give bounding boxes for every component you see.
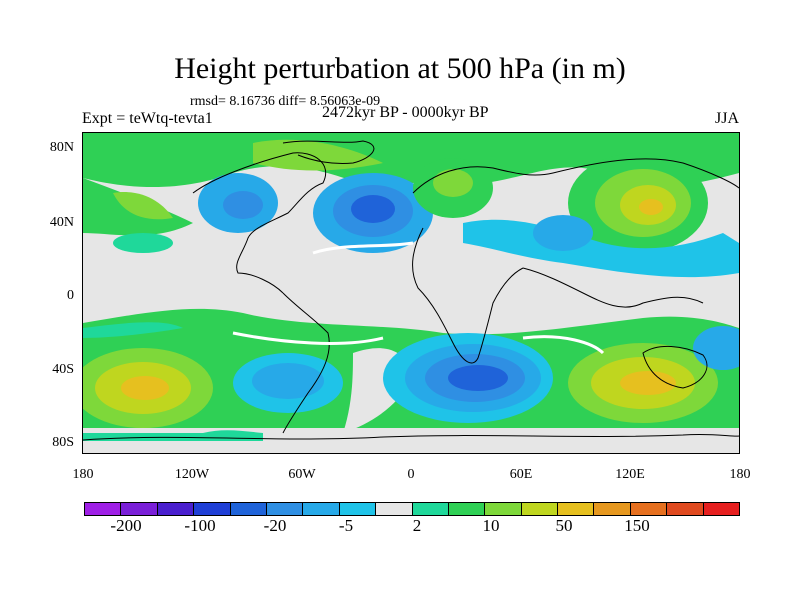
colorbar-swatch xyxy=(230,503,267,515)
colorbar-swatch xyxy=(376,503,413,515)
colorbar-swatch xyxy=(630,503,668,515)
contour-fills xyxy=(83,133,739,453)
colorbar-swatch xyxy=(667,503,704,515)
colorbar-label: -5 xyxy=(338,516,354,535)
colorbar xyxy=(84,502,740,516)
experiment-label: Expt = teWtq-tevta1 xyxy=(82,110,213,127)
colorbar-swatch xyxy=(448,503,486,515)
map-title: Height perturbation at 500 hPa (in m) xyxy=(174,52,626,85)
colorbar-swatch xyxy=(266,503,304,515)
coastlines xyxy=(83,140,739,441)
lat-label-40s: 40S xyxy=(52,362,74,377)
lon-label-180w: 180 xyxy=(72,467,94,482)
colorbar-label: -100 xyxy=(184,516,216,535)
colorbar-swatch xyxy=(194,503,231,515)
colorbar-swatch xyxy=(303,503,340,515)
colorbar-swatch xyxy=(121,503,158,515)
season-label: JJA xyxy=(715,110,740,127)
colorbar-swatch xyxy=(558,503,595,515)
colorbar-swatch xyxy=(521,503,559,515)
colorbar-swatch xyxy=(339,503,377,515)
period-label: 2472kyr BP - 0000kyr BP xyxy=(322,104,489,121)
colorbar-label: 10 xyxy=(482,516,500,535)
lat-label-80n: 80N xyxy=(49,140,74,155)
lon-label-180e: 180 xyxy=(729,467,751,482)
colorbar-swatch xyxy=(412,503,449,515)
colorbar-swatch xyxy=(703,503,740,515)
rmsd-diff-stats: rmsd= 8.16736 diff= 8.56063e-09 xyxy=(190,94,381,109)
colorbar-swatch xyxy=(157,503,195,515)
colorbar-swatch xyxy=(594,503,631,515)
lon-label-120e: 120E xyxy=(615,467,645,482)
colorbar-swatch xyxy=(485,503,522,515)
colorbar-label: 150 xyxy=(624,516,650,535)
lon-label-60w: 60W xyxy=(288,467,316,482)
colorbar-label: 50 xyxy=(555,516,573,535)
lon-label-60e: 60E xyxy=(509,467,533,482)
map-canvas xyxy=(83,133,739,453)
colorbar-swatch xyxy=(85,503,122,515)
lon-label-0: 0 xyxy=(407,467,415,482)
zero-contours xyxy=(232,241,605,355)
colorbar-label: -200 xyxy=(110,516,142,535)
lat-label-80s: 80S xyxy=(52,435,74,450)
lat-label-eq: 0 xyxy=(67,288,74,303)
height-perturbation-map xyxy=(82,132,740,454)
lat-label-40n: 40N xyxy=(49,215,74,230)
lon-label-120w: 120W xyxy=(174,467,210,482)
colorbar-label: -20 xyxy=(263,516,287,535)
colorbar-label: 2 xyxy=(412,516,422,535)
